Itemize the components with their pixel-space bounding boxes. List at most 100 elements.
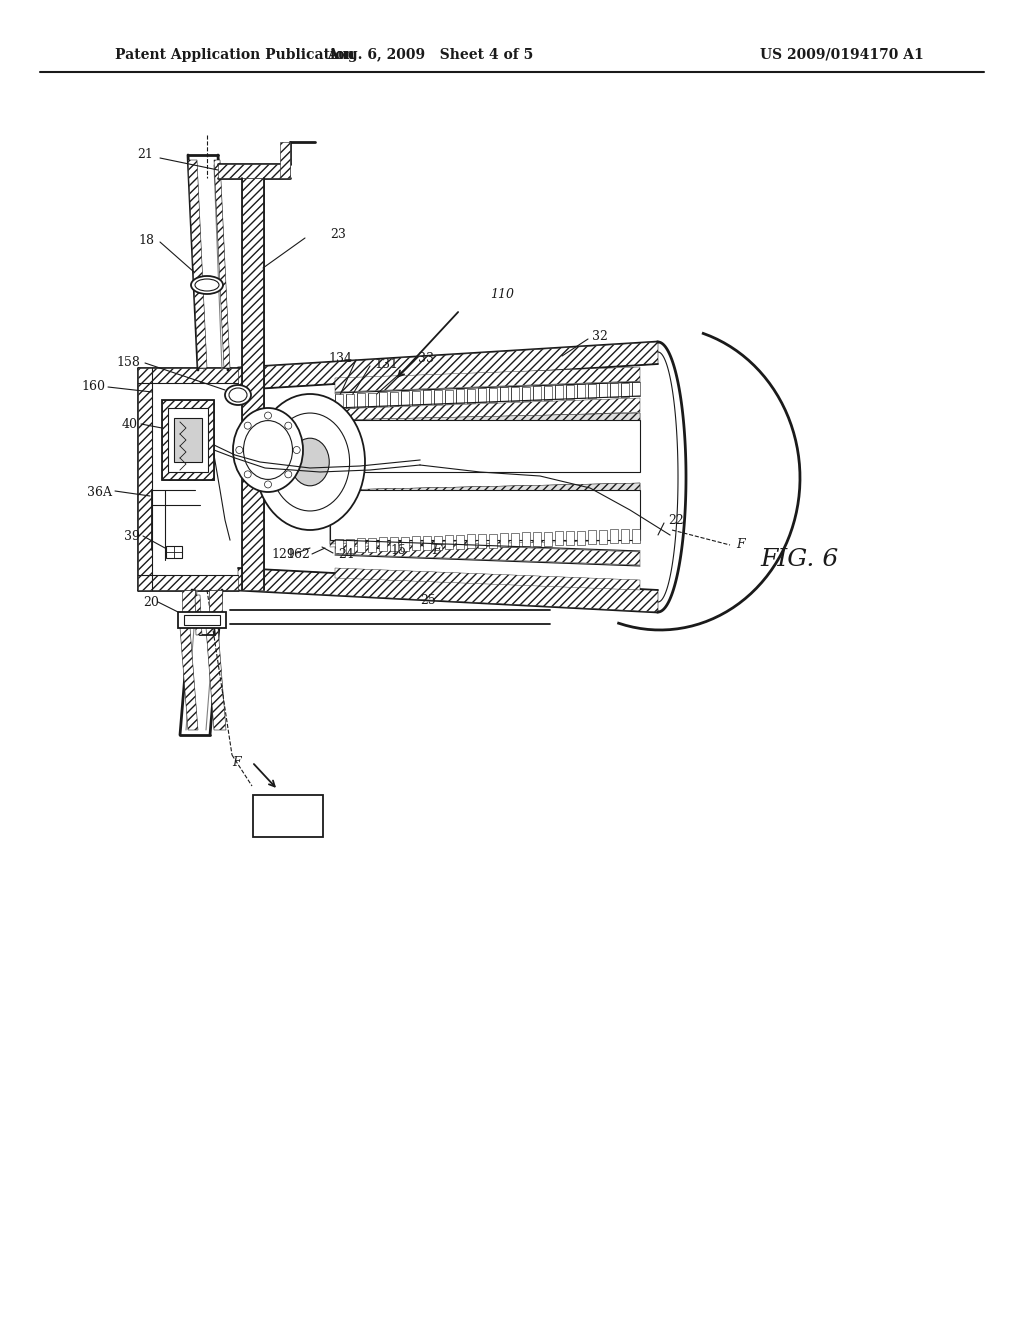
Polygon shape — [335, 541, 640, 565]
Bar — [522, 387, 530, 400]
Bar — [379, 392, 387, 407]
Bar — [423, 536, 431, 550]
Bar — [456, 535, 464, 549]
Bar — [178, 612, 226, 628]
Bar — [434, 536, 442, 549]
Polygon shape — [188, 160, 207, 368]
Bar — [174, 418, 202, 462]
Bar — [544, 532, 552, 545]
Polygon shape — [180, 628, 198, 730]
Text: 134: 134 — [328, 351, 352, 364]
Bar — [467, 388, 475, 403]
Text: FIG. 6: FIG. 6 — [760, 549, 839, 572]
Text: 131: 131 — [374, 358, 398, 371]
Polygon shape — [138, 368, 152, 590]
Polygon shape — [330, 483, 640, 546]
Bar — [511, 387, 519, 401]
Bar — [577, 531, 585, 545]
Bar — [346, 393, 354, 408]
Bar — [577, 384, 585, 399]
Ellipse shape — [285, 422, 292, 429]
Bar — [368, 537, 376, 552]
Bar — [500, 533, 508, 548]
Text: 22: 22 — [668, 513, 684, 527]
Polygon shape — [138, 576, 238, 590]
Bar — [534, 532, 541, 546]
Bar — [445, 535, 453, 549]
Bar — [335, 539, 343, 553]
Bar — [566, 384, 574, 399]
Text: 36A: 36A — [87, 486, 112, 499]
Polygon shape — [209, 590, 222, 620]
Bar — [610, 529, 618, 544]
Ellipse shape — [270, 413, 349, 511]
Text: 40: 40 — [122, 418, 138, 432]
Polygon shape — [214, 160, 230, 368]
Polygon shape — [330, 483, 640, 544]
Bar — [588, 384, 596, 397]
Polygon shape — [335, 399, 640, 422]
Bar — [390, 537, 398, 550]
Polygon shape — [206, 628, 226, 730]
Text: 33: 33 — [418, 351, 434, 364]
Text: 21: 21 — [137, 149, 153, 161]
Bar — [357, 539, 365, 552]
Bar — [335, 393, 343, 408]
Ellipse shape — [244, 421, 293, 479]
Ellipse shape — [195, 279, 219, 290]
Bar — [621, 529, 629, 543]
Text: 19: 19 — [278, 808, 299, 825]
Bar — [401, 537, 409, 550]
Bar — [423, 391, 431, 404]
Bar — [511, 533, 519, 546]
Ellipse shape — [264, 480, 271, 488]
Bar — [610, 383, 618, 397]
FancyBboxPatch shape — [253, 795, 323, 837]
Ellipse shape — [236, 446, 243, 454]
Text: Aug. 6, 2009   Sheet 4 of 5: Aug. 6, 2009 Sheet 4 of 5 — [327, 48, 534, 62]
Bar — [555, 385, 563, 399]
Ellipse shape — [191, 276, 223, 294]
Bar — [500, 387, 508, 401]
Bar — [566, 531, 574, 545]
Text: 23: 23 — [330, 228, 346, 242]
Bar — [162, 400, 214, 480]
Text: 39: 39 — [124, 531, 140, 544]
Bar — [401, 391, 409, 405]
Text: 25: 25 — [420, 594, 436, 606]
Bar — [588, 531, 596, 544]
Bar — [168, 408, 208, 473]
Bar — [166, 546, 182, 558]
Ellipse shape — [264, 412, 271, 418]
Bar — [522, 532, 530, 546]
Bar — [330, 420, 640, 473]
Text: 24: 24 — [338, 549, 354, 561]
Polygon shape — [330, 413, 640, 473]
Bar — [346, 539, 354, 553]
Text: 32: 32 — [592, 330, 608, 342]
Bar — [162, 400, 214, 480]
Polygon shape — [138, 368, 238, 383]
Bar — [544, 385, 552, 400]
Ellipse shape — [244, 471, 251, 478]
Ellipse shape — [291, 438, 330, 486]
Polygon shape — [182, 590, 195, 620]
Bar — [489, 388, 497, 401]
Polygon shape — [238, 342, 658, 389]
Bar — [456, 389, 464, 403]
Polygon shape — [335, 568, 640, 590]
Polygon shape — [242, 178, 264, 590]
Polygon shape — [238, 568, 658, 612]
Bar — [368, 392, 376, 407]
Text: US 2009/0194170 A1: US 2009/0194170 A1 — [760, 48, 924, 62]
Text: 160: 160 — [81, 380, 105, 393]
Bar — [412, 391, 420, 405]
Text: 18: 18 — [138, 234, 154, 247]
Text: 110: 110 — [490, 289, 514, 301]
Ellipse shape — [225, 385, 251, 405]
Text: Patent Application Publication: Patent Application Publication — [115, 48, 354, 62]
Text: F: F — [735, 539, 744, 552]
Bar — [632, 381, 640, 396]
Text: F: F — [231, 756, 241, 770]
Ellipse shape — [229, 388, 247, 403]
